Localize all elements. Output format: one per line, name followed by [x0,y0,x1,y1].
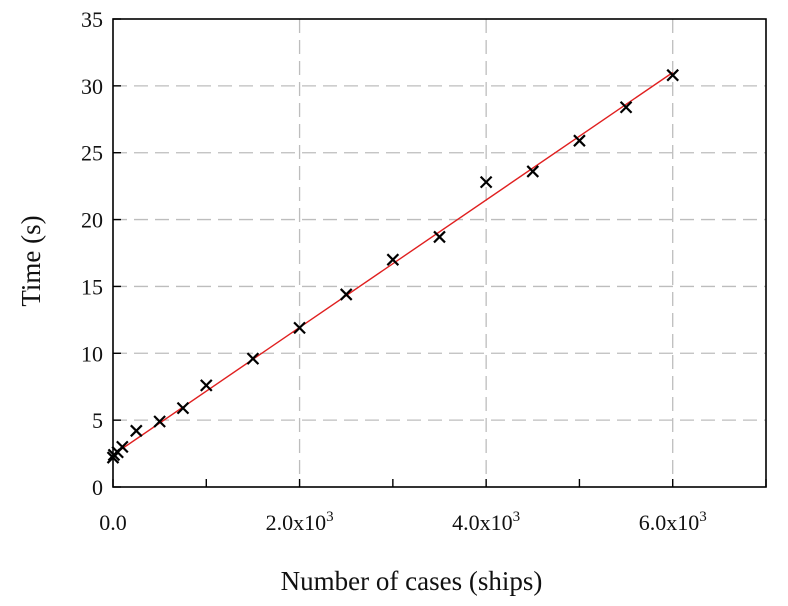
data-point [153,415,166,428]
marker-stroke [619,100,633,114]
y-tick-label: 35 [81,7,103,32]
data-point [526,165,540,178]
x-tick-label: 2.0x103 [266,509,334,535]
x-tick-label: 4.0x103 [452,509,520,535]
data-point [246,352,260,365]
marker-stroke [666,68,679,82]
data-point [619,100,633,114]
data-point [293,321,306,335]
marker-stroke [200,379,213,392]
marker-stroke [573,134,586,147]
fit-line-group [112,71,674,456]
data-point [176,401,190,415]
marker-stroke [433,230,446,244]
marker-stroke [153,415,166,428]
y-tick-label: 20 [81,208,103,233]
y-tick-labels: 0 5 10 15 20 25 30 35 [81,7,103,500]
y-tick-label: 25 [81,141,103,166]
y-tick-label: 30 [81,74,103,99]
marker-stroke [246,352,260,365]
y-tick-label: 0 [92,475,103,500]
data-point [433,230,446,244]
fit-line [112,71,674,456]
data-point [573,134,586,147]
marker-stroke [130,424,143,438]
x-tick-labels: 0.0 2.0x103 4.0x103 6.0x103 [99,509,706,535]
data-points [106,68,679,464]
data-point [130,424,143,438]
data-point [200,379,213,392]
y-tick-label: 15 [81,274,103,299]
marker-stroke [293,321,306,335]
x-axis-title: Number of cases (ships) [281,566,543,596]
data-point [116,440,129,454]
marker-stroke [176,401,190,415]
marker-stroke [116,440,129,454]
data-point [339,288,353,301]
x-tick-label: 6.0x103 [639,509,707,535]
y-axis-title: Time (s) [16,215,46,306]
marker-stroke [386,253,400,266]
data-point [479,175,493,189]
axis-ticks [112,18,767,488]
grid-lines [113,19,766,487]
y-tick-label: 10 [81,341,103,366]
marker-stroke [479,175,493,189]
marker-stroke [526,165,540,178]
data-point [386,253,400,266]
y-tick-label: 5 [92,408,103,433]
marker-stroke [339,288,353,301]
x-tick-label: 0.0 [99,510,127,535]
plot-frame [112,18,767,488]
data-point [666,68,679,82]
